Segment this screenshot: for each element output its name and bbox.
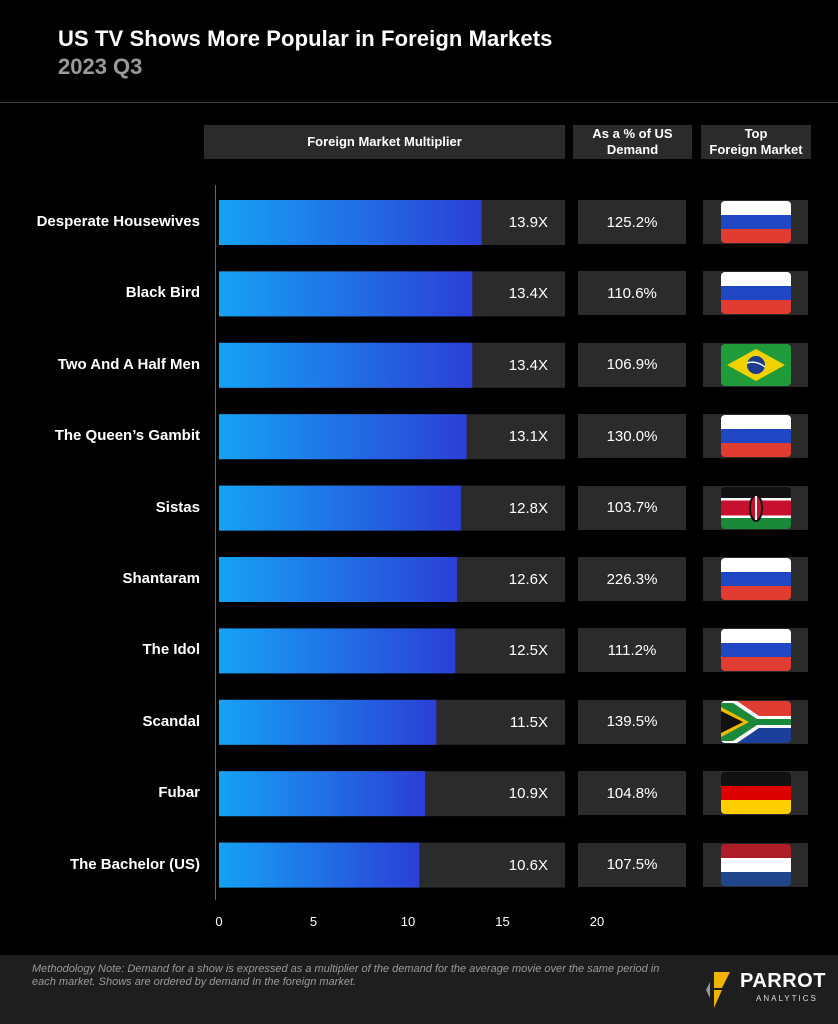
top-market-cell bbox=[703, 771, 808, 816]
bar bbox=[219, 200, 482, 245]
top-market-cell bbox=[703, 200, 808, 244]
bar-value-label: 12.6X bbox=[508, 571, 548, 588]
bar bbox=[219, 342, 473, 388]
bar-value-label: 13.9X bbox=[508, 214, 548, 231]
kenya-flag-icon bbox=[720, 486, 791, 529]
bar bbox=[219, 557, 458, 602]
x-tick-label: 0 bbox=[215, 914, 223, 929]
category-label: Sistas bbox=[155, 498, 200, 516]
bar bbox=[219, 842, 420, 888]
bar-value-label: 10.6X bbox=[508, 856, 548, 874]
pct-of-us-demand: 130.0% bbox=[578, 414, 686, 459]
bar-value-label: 10.9X bbox=[508, 785, 548, 803]
pct-of-us-demand: 106.9% bbox=[578, 342, 686, 387]
category-label: Two And A Half Men bbox=[57, 355, 200, 373]
russia-flag-icon bbox=[720, 629, 791, 672]
x-tick-label: 20 bbox=[589, 914, 605, 929]
category-label: The Idol bbox=[142, 641, 201, 659]
category-label: Shantaram bbox=[122, 570, 200, 587]
top-market-cell bbox=[703, 414, 808, 459]
netherlands-flag-icon bbox=[720, 843, 791, 886]
top-market-cell bbox=[703, 842, 808, 887]
category-label: Scandal bbox=[142, 712, 200, 730]
bar-chart bbox=[215, 185, 565, 900]
germany-flag-icon bbox=[720, 772, 791, 815]
methodology-note: Methodology Note: Demand for a show is e… bbox=[32, 963, 672, 989]
pct-of-us-demand: 104.8% bbox=[578, 771, 686, 816]
top-market-cell bbox=[703, 557, 808, 601]
column-header-market: Top Foreign Market bbox=[701, 125, 811, 159]
bar bbox=[219, 628, 456, 674]
pct-of-us-demand: 110.6% bbox=[578, 271, 686, 316]
header-divider bbox=[0, 102, 838, 103]
column-header-pct: As a % of US Demand bbox=[573, 125, 692, 159]
south-africa-flag-icon bbox=[720, 700, 791, 743]
x-tick-label: 15 bbox=[495, 914, 510, 929]
category-label: Desperate Housewives bbox=[36, 213, 200, 230]
logo-subtext: ANALYTICS bbox=[756, 994, 818, 1003]
category-label: The Bachelor (US) bbox=[69, 855, 200, 873]
bar bbox=[219, 485, 461, 531]
column-header-pct-line2: Demand bbox=[606, 142, 659, 157]
pct-of-us-demand: 111.2% bbox=[578, 628, 686, 673]
parrot-logo-icon bbox=[706, 972, 730, 1008]
parrot-analytics-logo: PARROT ANALYTICS bbox=[700, 968, 826, 1012]
category-label: The Queen’s Gambit bbox=[54, 427, 200, 445]
column-header-multiplier: Foreign Market Multiplier bbox=[204, 125, 565, 159]
chart-title: US TV Shows More Popular in Foreign Mark… bbox=[58, 26, 553, 51]
brazil-flag-icon bbox=[720, 343, 791, 386]
x-tick-label: 5 bbox=[309, 914, 318, 929]
bar bbox=[219, 771, 426, 817]
pct-of-us-demand: 107.5% bbox=[578, 842, 686, 887]
bar-value-label: 12.5X bbox=[508, 642, 548, 660]
pct-of-us-demand: 125.2% bbox=[578, 200, 686, 244]
bar-value-label: 13.4X bbox=[508, 356, 548, 374]
pct-of-us-demand: 103.7% bbox=[578, 485, 686, 530]
top-market-cell bbox=[703, 271, 808, 316]
bar-value-label: 11.5X bbox=[509, 713, 548, 731]
russia-flag-icon bbox=[720, 558, 791, 600]
footer-band bbox=[0, 955, 838, 1024]
top-market-cell bbox=[703, 699, 808, 744]
chart-subtitle: 2023 Q3 bbox=[58, 54, 143, 79]
top-market-cell bbox=[703, 342, 808, 387]
bar-value-label: 13.1X bbox=[508, 428, 548, 446]
logo-wordmark: PARROT bbox=[740, 970, 826, 992]
category-label: Black Bird bbox=[125, 284, 200, 302]
bar-value-label: 13.4X bbox=[508, 285, 548, 303]
pct-of-us-demand: 139.5% bbox=[578, 699, 686, 744]
bar bbox=[219, 271, 473, 317]
pct-of-us-demand: 226.3% bbox=[578, 557, 686, 601]
russia-flag-icon bbox=[720, 272, 791, 315]
column-header-market-line1: Top bbox=[744, 126, 768, 141]
top-market-cell bbox=[703, 628, 808, 673]
x-tick-label: 10 bbox=[400, 914, 416, 929]
top-market-cell bbox=[703, 485, 808, 530]
column-header-pct-line1: As a % of US bbox=[592, 126, 673, 141]
bar-value-label: 12.8X bbox=[508, 499, 548, 517]
russia-flag-icon bbox=[720, 415, 791, 458]
category-label: Fubar bbox=[158, 784, 200, 802]
bar bbox=[219, 414, 467, 460]
russia-flag-icon bbox=[720, 201, 791, 243]
methodology-note-label: Methodology Note: bbox=[32, 963, 125, 975]
methodology-note-text: Demand for a show is expressed as a mult… bbox=[32, 963, 660, 988]
column-header-market-line2: Foreign Market bbox=[709, 142, 803, 157]
bar bbox=[219, 699, 437, 745]
